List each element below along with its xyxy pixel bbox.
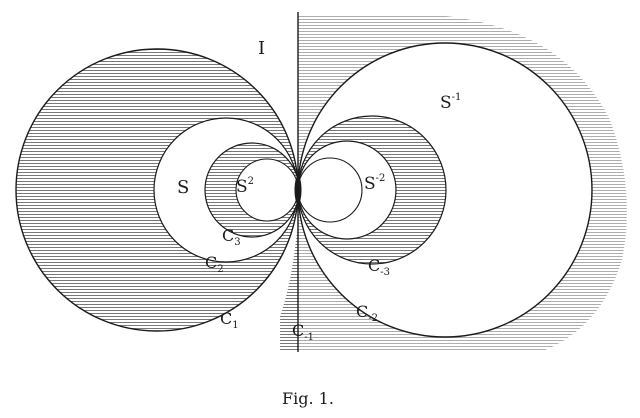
label-c3: C3	[222, 226, 241, 248]
label-s: S	[177, 177, 189, 198]
label-c-3: C-3	[368, 256, 390, 278]
label-c-2: C-2	[356, 302, 378, 324]
right-circle-inner	[297, 157, 363, 223]
figure-caption: Fig. 1.	[282, 389, 334, 408]
lower-left-hatch	[280, 224, 298, 352]
label-s-2: S-2	[364, 173, 385, 194]
label-c-1: C-1	[292, 321, 314, 343]
label-c1: C1	[220, 309, 239, 331]
label-c2: C2	[205, 253, 224, 275]
label-i: I	[258, 38, 265, 59]
label-s-1: S-1	[440, 92, 461, 113]
label-s2: S2	[236, 176, 254, 197]
pinch-point	[294, 176, 302, 204]
